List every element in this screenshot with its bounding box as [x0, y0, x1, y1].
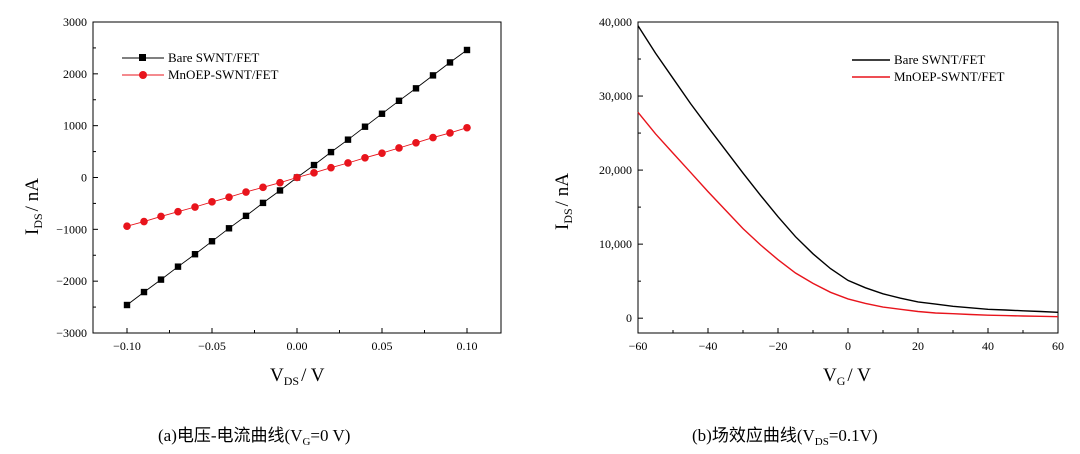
data-point-circle: [378, 149, 386, 157]
data-point-circle: [123, 222, 131, 231]
data-point-square: [242, 212, 250, 220]
data-point-circle: [429, 133, 437, 142]
data-point-square: [225, 225, 233, 232]
legend-label-bare: Bare SWNT/FET: [168, 50, 259, 65]
data-point-square: [123, 301, 131, 309]
y-axis-label: IDS/ nA: [22, 178, 45, 235]
series-line-bare: [637, 25, 1059, 313]
data-point-circle: [276, 178, 284, 187]
x-tick-label: −40: [699, 339, 718, 353]
data-point-square: [140, 288, 148, 296]
data-point-circle: [446, 129, 454, 137]
x-tick-label: 0: [845, 339, 851, 353]
data-point-circle: [174, 207, 182, 216]
data-point-square: [174, 263, 182, 270]
y-tick-label: 40,000: [599, 15, 632, 29]
data-point-square: [395, 97, 403, 104]
data-point-circle: [463, 123, 471, 132]
x-tick-label: −0.10: [113, 339, 141, 353]
data-point-square: [157, 276, 165, 283]
legend-marker-square: [139, 54, 146, 61]
legend: Bare SWNT/FET MnOEP-SWNT/FET: [852, 52, 1005, 84]
data-point-square: [276, 187, 284, 194]
caption-a: (a)电压-电流曲线(VG=0 V): [158, 426, 350, 448]
x-tick-label: 0.05: [372, 339, 393, 353]
legend-label-bare: Bare SWNT/FET: [894, 52, 985, 67]
y-tick-label: 10,000: [599, 237, 632, 251]
x-tick-labels: −60 −40 −20 0 20 40 60: [629, 339, 1064, 353]
data-point-square: [361, 123, 369, 130]
data-point-square: [208, 238, 216, 245]
data-point-circle: [361, 154, 369, 162]
data-series: [123, 46, 471, 309]
data-point-square: [310, 161, 318, 169]
x-tick-label: −20: [769, 339, 788, 353]
data-point-square: [412, 85, 420, 92]
x-tick-label: −0.05: [198, 339, 226, 353]
x-tick-label: 20: [912, 339, 924, 353]
data-point-circle: [310, 169, 318, 177]
caption-b: (b)场效应曲线(VDS=0.1V): [692, 426, 878, 448]
legend-marker-circle: [139, 71, 147, 79]
data-point-circle: [344, 159, 352, 167]
y-tick-label: −2000: [56, 274, 87, 288]
chart-panel-a: −0.10 −0.05 0.00 0.05 0.10 −3000 −2000 −1000 0 1…: [22, 15, 502, 448]
y-tick-label: 30,000: [599, 89, 632, 103]
y-tick-labels: 0 10,000 20,000 30,000 40,000: [599, 15, 632, 325]
legend-label-mnoep: MnOEP-SWNT/FET: [894, 69, 1005, 84]
y-tick-label: 2000: [63, 67, 87, 81]
x-tick-labels: −0.10 −0.05 0.00 0.05 0.10: [113, 339, 477, 353]
data-point-circle: [412, 138, 420, 147]
y-tick-label: 0: [81, 171, 87, 185]
data-point-square: [463, 46, 471, 54]
series-line-mnoep: [637, 111, 1059, 318]
y-tick-label: −3000: [56, 326, 87, 340]
data-point-circle: [242, 188, 250, 196]
x-tick-label: 40: [982, 339, 994, 353]
data-series: [637, 25, 1059, 318]
y-axis-label: IDS/ nA: [552, 173, 575, 230]
data-point-circle: [208, 198, 216, 206]
data-point-square: [378, 110, 386, 117]
data-point-square: [446, 59, 454, 66]
tick-marks: [93, 21, 468, 334]
data-point-circle: [225, 193, 233, 201]
legend: Bare SWNT/FET MnOEP-SWNT/FET: [122, 50, 279, 82]
data-point-square: [344, 136, 352, 143]
data-point-circle: [293, 173, 301, 182]
tick-marks: [637, 21, 1059, 333]
x-tick-label: 60: [1052, 339, 1064, 353]
x-tick-label: −60: [629, 339, 648, 353]
x-axis-label: VG / V: [823, 365, 871, 388]
y-tick-label: 1000: [63, 119, 87, 133]
data-point-circle: [191, 203, 199, 211]
data-point-square: [259, 199, 267, 207]
y-tick-label: 20,000: [599, 163, 632, 177]
x-tick-label: 0.10: [457, 339, 478, 353]
y-tick-labels: −3000 −2000 −1000 0 1000 2000 3000: [56, 15, 87, 340]
x-tick-label: 0.00: [287, 339, 308, 353]
data-point-circle: [259, 183, 267, 192]
y-tick-label: −1000: [56, 222, 87, 236]
y-tick-label: 0: [626, 311, 632, 325]
legend-label-mnoep: MnOEP-SWNT/FET: [168, 67, 279, 82]
chart-panel-b: −60 −40 −20 0 20 40 60 0 10,000 20,000 30,000 40,0…: [552, 15, 1064, 448]
data-point-circle: [140, 217, 148, 226]
data-point-square: [191, 251, 199, 258]
data-point-square: [429, 72, 437, 79]
data-point-circle: [157, 212, 165, 221]
data-point-square: [327, 148, 335, 156]
data-point-circle: [395, 144, 403, 152]
x-axis-label: VDS / V: [270, 365, 325, 388]
y-tick-label: 3000: [63, 15, 87, 29]
data-point-circle: [327, 163, 335, 172]
